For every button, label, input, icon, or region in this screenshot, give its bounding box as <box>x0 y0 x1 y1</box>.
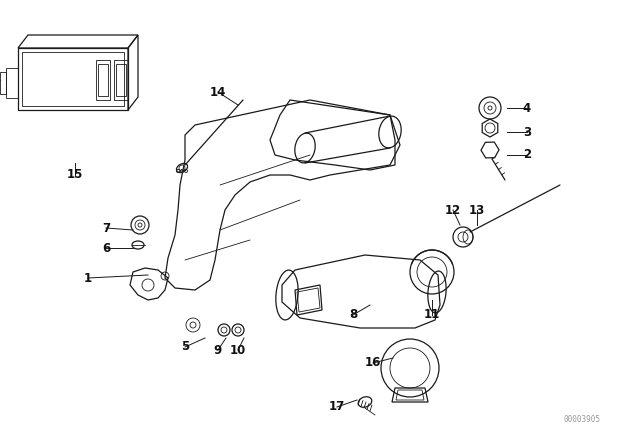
Text: 10: 10 <box>230 344 246 357</box>
Text: 17: 17 <box>329 401 345 414</box>
Text: 2: 2 <box>523 148 531 161</box>
Text: 5: 5 <box>181 340 189 353</box>
Text: 3: 3 <box>523 125 531 138</box>
Text: 13: 13 <box>469 203 485 216</box>
Text: 7: 7 <box>102 221 110 234</box>
Text: 00003905: 00003905 <box>563 415 600 425</box>
Text: 15: 15 <box>67 168 83 181</box>
Text: 16: 16 <box>365 357 381 370</box>
Text: 8: 8 <box>349 309 357 322</box>
Text: 12: 12 <box>445 203 461 216</box>
Text: 9: 9 <box>214 344 222 357</box>
Text: 14: 14 <box>210 86 226 99</box>
Text: 6: 6 <box>102 241 110 254</box>
Text: 11: 11 <box>424 309 440 322</box>
Text: 1: 1 <box>84 271 92 284</box>
Text: 4: 4 <box>523 102 531 115</box>
